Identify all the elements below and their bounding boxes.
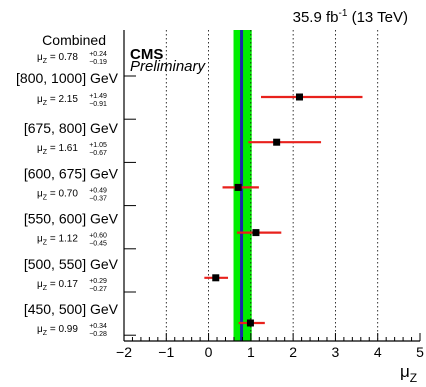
x-tick-label: 1 bbox=[247, 344, 255, 360]
data-point bbox=[246, 319, 254, 327]
plot-marks bbox=[204, 93, 363, 327]
x-axis: −2 −1 0 1 2 3 4 5 μZ bbox=[116, 30, 424, 385]
plot-area bbox=[124, 30, 379, 341]
cms-label: CMS bbox=[130, 46, 163, 63]
preliminary-label: Preliminary bbox=[130, 58, 207, 75]
data-point bbox=[295, 93, 303, 101]
combined-mu-label-down: −0.19 bbox=[89, 59, 107, 66]
category-mu-label-down: −0.37 bbox=[89, 195, 107, 202]
category-labels: [800, 1000] GeV μZ = 2.15 +1.49−0.91 [675, … bbox=[16, 32, 119, 338]
category-title: [675, 800] GeV bbox=[24, 120, 119, 136]
category-mu-label-down: −0.91 bbox=[89, 101, 107, 108]
category-mu-label-down: −0.27 bbox=[89, 286, 107, 293]
category-mu-label: μZ = 0.70 bbox=[37, 188, 78, 201]
data-point bbox=[234, 183, 242, 191]
combined-mu-label: μZ = 0.78 bbox=[37, 52, 78, 65]
x-tick-label: −2 bbox=[116, 344, 132, 360]
x-tick-label: 3 bbox=[332, 344, 340, 360]
category-mu-label-down: −0.45 bbox=[89, 241, 107, 248]
x-tick-label: 4 bbox=[374, 344, 382, 360]
category-mu-label-up: +1.49 bbox=[89, 93, 107, 100]
x-tick-label: 5 bbox=[416, 344, 424, 360]
category-title: [550, 600] GeV bbox=[24, 211, 119, 227]
category-mu-label-up: +0.34 bbox=[89, 323, 107, 330]
category-mu-label: μZ = 0.17 bbox=[37, 279, 78, 292]
category-mu-label-up: +1.05 bbox=[89, 142, 107, 149]
category-mu-label-down: −0.28 bbox=[89, 331, 107, 338]
category-mu-label-down: −0.67 bbox=[89, 150, 107, 157]
category-title: [800, 1000] GeV bbox=[16, 70, 119, 86]
category-mu-label-up: +0.49 bbox=[89, 187, 107, 194]
category-mu-label: μZ = 0.99 bbox=[37, 324, 78, 337]
luminosity-label: 35.9 fb-1 (13 TeV) bbox=[293, 8, 408, 26]
combined-mu-label-up: +0.24 bbox=[89, 51, 107, 58]
data-point bbox=[252, 229, 260, 237]
combined-title: Combined bbox=[42, 32, 106, 48]
category-title: [600, 675] GeV bbox=[24, 165, 119, 181]
category-mu-label: μZ = 2.15 bbox=[37, 94, 78, 107]
x-axis-title: μZ bbox=[400, 362, 417, 385]
category-title: [450, 500] GeV bbox=[24, 301, 119, 317]
category-mu-label-up: +0.60 bbox=[89, 233, 107, 240]
x-tick-label: −1 bbox=[158, 344, 174, 360]
category-mu-label-up: +0.29 bbox=[89, 278, 107, 285]
data-point bbox=[212, 274, 220, 282]
category-title: [500, 550] GeV bbox=[24, 256, 119, 272]
category-mu-label: μZ = 1.61 bbox=[37, 143, 78, 156]
category-mu-label: μZ = 1.12 bbox=[37, 234, 78, 247]
x-tick-label: 0 bbox=[205, 344, 213, 360]
data-point bbox=[273, 138, 281, 146]
x-tick-label: 2 bbox=[289, 344, 297, 360]
